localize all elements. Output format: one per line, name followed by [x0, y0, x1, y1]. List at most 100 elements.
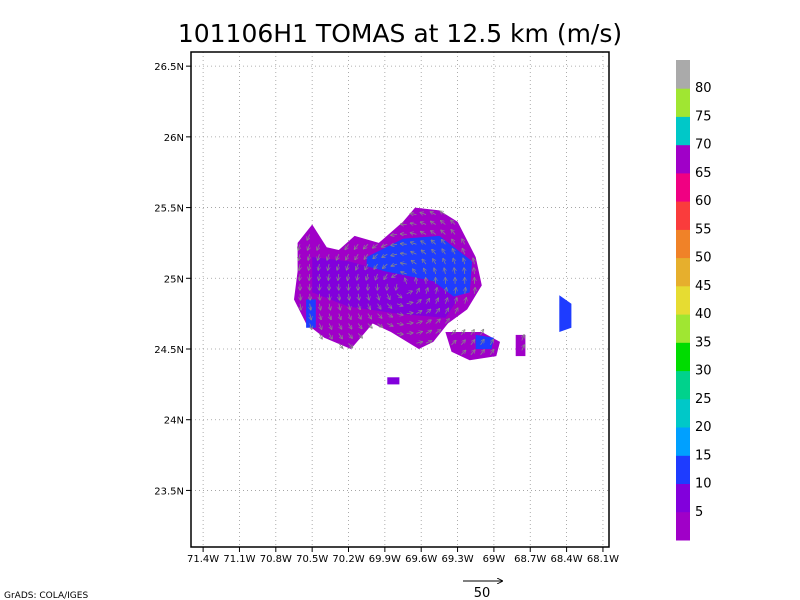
colorbar-swatch	[676, 116, 690, 146]
wind-vector	[431, 212, 436, 215]
wind-vector	[416, 332, 422, 334]
chart-title: 101106H1 TOMAS at 12.5 km (m/s)	[178, 19, 622, 48]
wind-vector	[319, 333, 322, 338]
wind-vector	[416, 342, 422, 344]
colorbar-label: 40	[695, 307, 712, 322]
colorbar-swatch	[676, 314, 690, 343]
x-tick-label: 69.3W	[441, 554, 473, 565]
wind-vector	[339, 293, 340, 300]
wind-vector	[411, 233, 417, 235]
wind-vector	[426, 288, 428, 294]
colorbar-swatch	[676, 257, 690, 287]
wind-vector	[348, 333, 353, 338]
wind-vector	[489, 340, 493, 345]
wind-vector	[401, 263, 407, 264]
wind-vector	[462, 249, 464, 255]
wind-vector	[355, 253, 359, 259]
x-tick-label: 70.8W	[260, 554, 292, 565]
wind-region-blue-left	[306, 299, 316, 328]
wind-vector	[416, 289, 419, 294]
wind-vector	[473, 258, 475, 265]
wind-vector	[319, 313, 321, 320]
wind-vector	[328, 264, 329, 270]
colorbar-label: 50	[695, 251, 712, 266]
wind-vector	[339, 303, 340, 310]
wind-vector	[299, 254, 301, 260]
colorbar-swatch	[676, 229, 690, 259]
wind-vector	[401, 253, 407, 254]
wind-vector	[392, 273, 398, 277]
wind-vector	[300, 293, 301, 300]
wind-vector	[300, 273, 301, 280]
colorbar-swatch	[676, 483, 690, 513]
reference-vector-label: 50	[474, 586, 491, 600]
wind-vector	[310, 323, 312, 330]
wind-vector	[378, 293, 380, 300]
wind-vector	[338, 273, 339, 280]
wind-vector	[396, 333, 403, 334]
wind-vector	[455, 288, 456, 294]
wind-vector	[339, 323, 342, 329]
wind-vector	[327, 254, 329, 260]
colorbar-swatch	[676, 285, 690, 315]
colorbar-label: 80	[695, 81, 712, 96]
wind-vector	[300, 303, 301, 310]
wind-vector	[420, 213, 427, 215]
y-tick-label: 24.5N	[154, 345, 184, 356]
x-tick-label: 70.5W	[296, 554, 328, 565]
wind-vector	[349, 313, 351, 320]
wind-vector	[319, 323, 321, 330]
colorbar-label: 15	[695, 448, 712, 463]
wind-vector	[445, 288, 446, 294]
wind-vector	[460, 351, 465, 355]
wind-vector	[462, 239, 465, 245]
wind-vector	[451, 330, 456, 336]
wind-vector	[413, 269, 417, 275]
wind-vector	[431, 231, 436, 235]
wind-vector	[411, 223, 417, 224]
wind-vector	[357, 273, 358, 280]
wind-vector	[406, 333, 413, 334]
wind-vector	[349, 303, 351, 310]
colorbar-label: 55	[695, 222, 712, 237]
y-tick-label: 25N	[164, 274, 184, 285]
wind-vector	[421, 222, 427, 224]
wind-vector	[425, 310, 430, 314]
wind-vector	[329, 293, 330, 300]
wind-vector	[377, 313, 382, 318]
wind-vector	[460, 330, 465, 336]
grid-lines	[191, 52, 609, 547]
colorbar-label: 25	[695, 392, 712, 407]
wind-vector	[445, 319, 449, 324]
wind-vector	[451, 230, 456, 235]
colorbar-label: 45	[695, 279, 712, 294]
colorbar-swatch	[676, 60, 690, 89]
wind-vector	[367, 313, 371, 319]
wind-vector	[436, 288, 437, 294]
wind-vector	[384, 273, 388, 279]
wind-vectors	[298, 211, 524, 355]
colorbar-swatch	[676, 172, 690, 202]
x-tick-label: 69W	[483, 554, 506, 565]
wind-vector	[373, 253, 378, 258]
colorbar-label: 70	[695, 138, 712, 153]
x-tick-label: 71.1W	[223, 554, 255, 565]
wind-vector	[387, 293, 390, 300]
wind-vector	[416, 300, 421, 305]
wind-vector	[416, 278, 417, 284]
colorbar-swatch	[676, 144, 690, 174]
wind-region-blob-68.4	[559, 295, 572, 332]
wind-vector	[317, 244, 319, 250]
wind-vector	[308, 244, 310, 250]
wind-vector	[383, 263, 388, 268]
wind-vector	[422, 250, 427, 255]
wind-vector	[434, 268, 436, 275]
wind-vector	[307, 234, 310, 240]
wind-vector	[367, 323, 372, 328]
wind-vector	[299, 264, 300, 270]
wind-vector	[319, 273, 320, 280]
wind-vector	[442, 249, 446, 255]
wind-vector	[365, 263, 368, 269]
wind-vector	[411, 252, 417, 255]
wind-vector	[310, 313, 312, 320]
